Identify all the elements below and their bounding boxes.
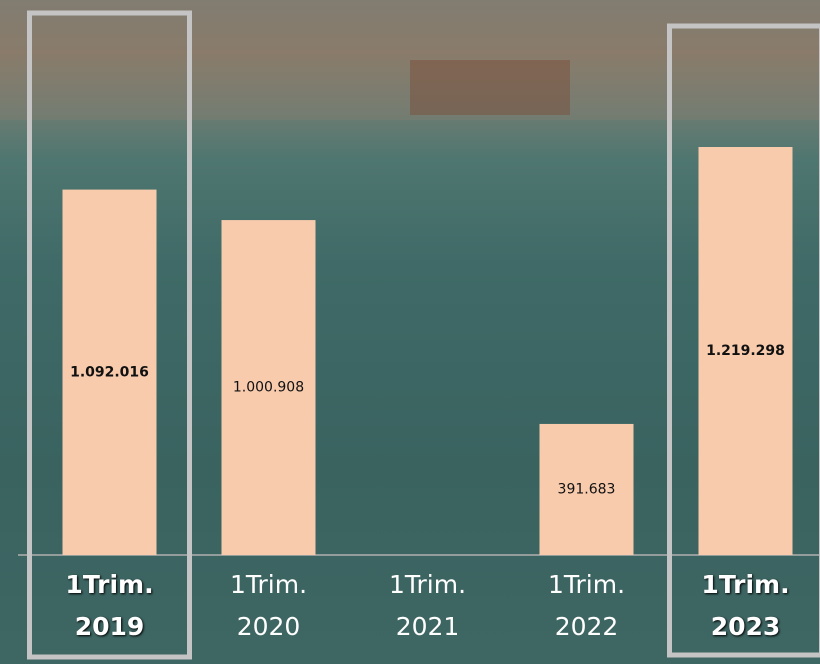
data-label: 391.683 [558, 481, 616, 497]
x-tick-label: 1Trim. 2021 [388, 570, 467, 641]
data-label: 1.000.908 [233, 380, 304, 396]
bar [539, 423, 634, 555]
bar [62, 189, 157, 555]
data-label: 1.219.298 [706, 343, 785, 359]
highlight-box [667, 23, 820, 658]
data-label: 1.092.016 [70, 364, 149, 380]
x-tick-label: 1Trim. 2023 [701, 570, 790, 641]
bar [221, 220, 316, 555]
bar [698, 147, 793, 555]
x-tick-label: 1Trim. 2019 [65, 570, 154, 641]
background-building [410, 60, 570, 115]
background-city [0, 0, 820, 120]
highlight-box [27, 10, 192, 660]
x-tick-label: 1Trim. 2022 [547, 570, 626, 641]
x-tick-label: 1Trim. 2020 [229, 570, 308, 641]
